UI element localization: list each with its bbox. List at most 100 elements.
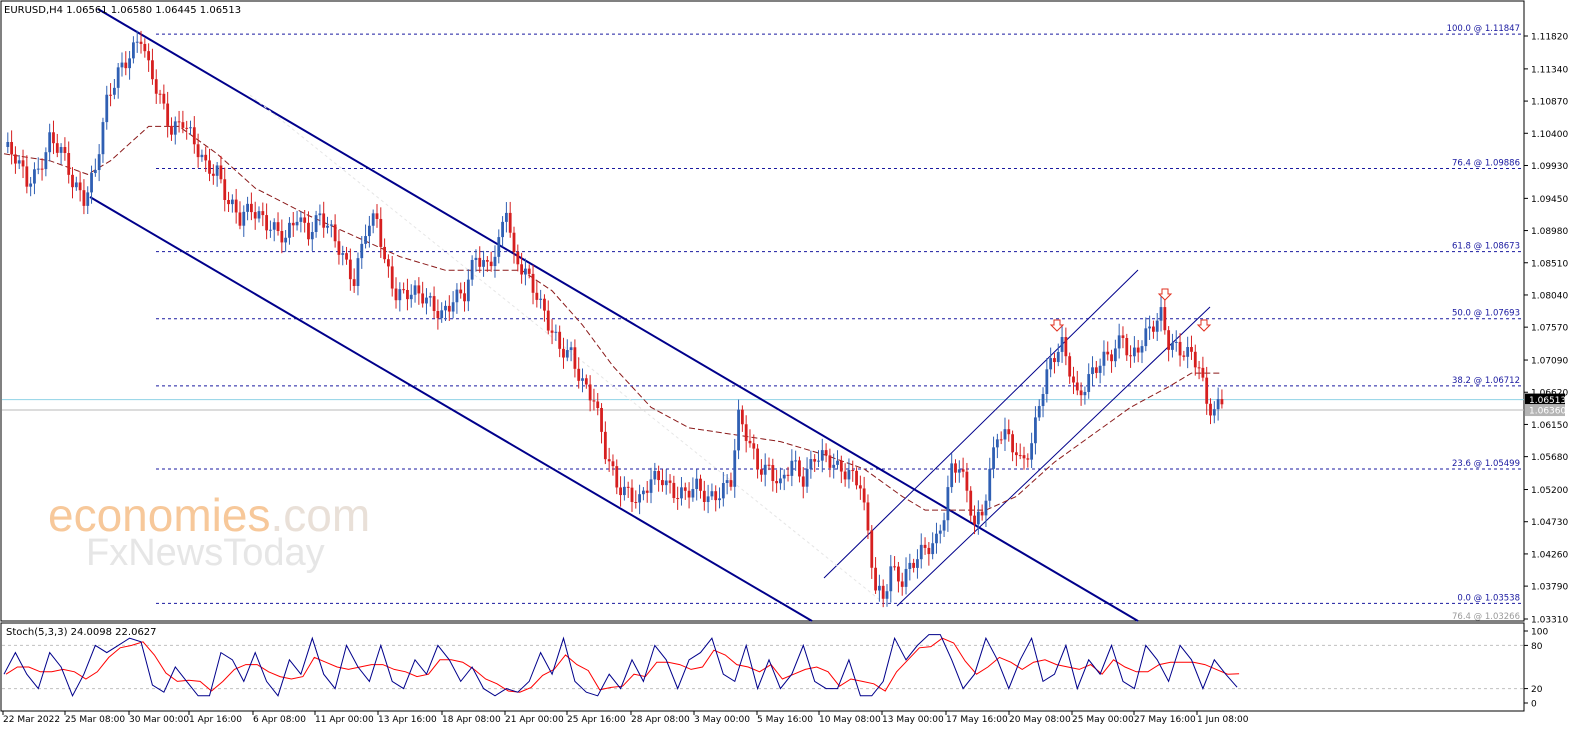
candle-body <box>238 212 242 226</box>
candle-body <box>626 486 630 488</box>
candle-body <box>942 520 946 531</box>
candle-body <box>417 285 421 294</box>
candle-body <box>394 288 398 301</box>
descending-channel-upper <box>97 8 1139 622</box>
candle-body <box>592 400 596 402</box>
candle-body <box>1148 326 1152 329</box>
candle-body <box>318 213 322 216</box>
down-arrow-icon <box>1196 319 1212 332</box>
candle-body <box>866 502 870 531</box>
candle-body <box>767 464 771 466</box>
candle-body <box>14 154 17 164</box>
candle-body <box>63 147 67 154</box>
candle-body <box>1022 455 1026 459</box>
candle-body <box>725 480 729 483</box>
candle-body <box>299 217 303 222</box>
candle-body <box>710 491 714 497</box>
candle-body <box>132 42 135 59</box>
candle-body <box>55 143 59 153</box>
candle-body <box>44 152 48 170</box>
candle-body <box>809 459 813 469</box>
price-tick-label: 1.09450 <box>1531 195 1568 205</box>
candle-body <box>74 182 78 188</box>
gray-price-tag <box>1525 404 1565 417</box>
candle-body <box>611 461 615 467</box>
candle-body <box>234 199 238 213</box>
candle-body <box>253 212 257 219</box>
candle-body <box>680 487 683 499</box>
candle-body <box>1110 354 1113 362</box>
price-tick-label: 1.10870 <box>1531 98 1568 108</box>
candle-body <box>721 482 725 499</box>
candle-body <box>1216 399 1220 410</box>
candle-body <box>329 224 333 226</box>
candle-body <box>272 222 276 230</box>
candle-body <box>109 94 112 96</box>
candle-body <box>367 225 371 237</box>
candles <box>6 30 1224 608</box>
candle-body <box>577 368 581 381</box>
candle-body <box>25 166 29 187</box>
candle-body <box>961 469 965 472</box>
price-tick-label: 1.04730 <box>1531 518 1568 528</box>
candle-body <box>645 490 649 493</box>
time-tick-label: 13 Apr 16:00 <box>378 715 437 725</box>
candle-body <box>173 121 177 135</box>
candle-body <box>893 566 897 568</box>
candle-body <box>1193 351 1197 368</box>
candle-body <box>661 480 664 486</box>
time-tick-label: 1 Jun 08:00 <box>1197 715 1249 725</box>
candle-body <box>851 470 855 472</box>
candle-body <box>516 252 520 265</box>
candle-body <box>813 459 817 462</box>
candle-body <box>93 170 97 174</box>
candle-body <box>181 122 185 128</box>
time-tick-label: 1 Apr 16:00 <box>189 715 242 725</box>
candle-body <box>805 468 809 487</box>
stoch-title: Stoch(5,3,3) 24.0098 22.0627 <box>6 627 157 638</box>
candle-body <box>900 581 904 587</box>
candle-body <box>493 256 497 267</box>
candle-body <box>596 401 600 409</box>
candle-body <box>748 440 752 444</box>
candle-body <box>999 439 1003 441</box>
candle-body <box>1034 417 1037 444</box>
candle-body <box>1087 374 1091 392</box>
candle-body <box>1212 409 1216 416</box>
candle-body <box>1113 348 1117 362</box>
candle-body <box>1144 328 1148 347</box>
time-tick-label: 20 May 08:00 <box>1009 715 1071 725</box>
candle-body <box>1011 434 1014 453</box>
candle-body <box>702 490 706 502</box>
candle-body <box>817 460 820 462</box>
candle-body <box>638 494 642 503</box>
candle-body <box>1136 347 1140 353</box>
stoch-panel-frame <box>0 622 1525 712</box>
candle-body <box>387 259 390 267</box>
candle-body <box>375 213 379 219</box>
candle-body <box>463 293 466 302</box>
candle-body <box>672 482 676 499</box>
candle-body <box>798 460 801 477</box>
candle-body <box>177 121 181 123</box>
stoch-tick-label: 0 <box>1531 700 1537 710</box>
fib-label: 76.4 @ 1.09886 <box>1452 158 1520 168</box>
candle-body <box>413 285 417 295</box>
candle-body <box>908 562 912 569</box>
candle-body <box>1056 351 1060 363</box>
candle-body <box>744 424 748 441</box>
candle-body <box>630 487 634 503</box>
candle-body <box>973 515 976 525</box>
candle-body <box>729 480 733 487</box>
ascending-channel-upper <box>823 269 1139 579</box>
candle-body <box>855 470 858 486</box>
candle-body <box>1049 358 1053 370</box>
candle-body <box>794 460 798 462</box>
guide-line <box>249 94 881 601</box>
price-tick-label: 1.10400 <box>1531 130 1568 140</box>
candle-body <box>40 168 44 170</box>
candle-body <box>1171 342 1174 350</box>
symbol-header: EURUSD,H4 1.06561 1.06580 1.06445 1.0651… <box>4 5 241 16</box>
candle-body <box>390 266 394 289</box>
candle-body <box>1007 429 1011 435</box>
